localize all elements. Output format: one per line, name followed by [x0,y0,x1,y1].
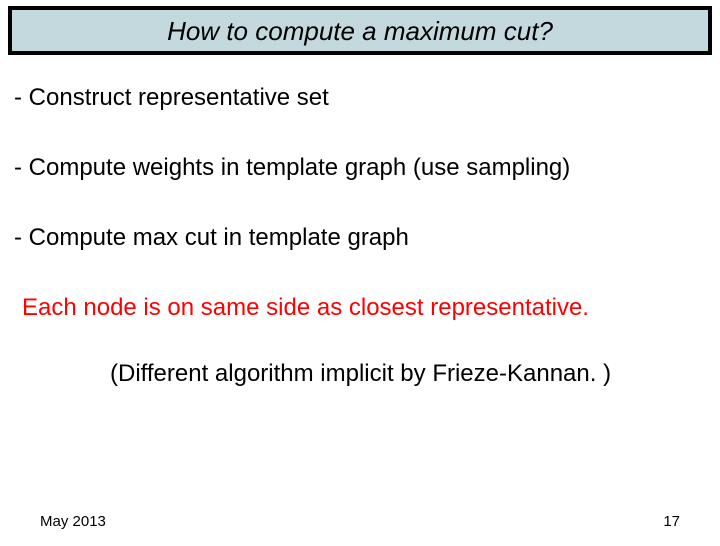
slide-title: How to compute a maximum cut? [12,16,708,47]
bullet-item: - Construct representative set [14,83,706,113]
slide-content: - Construct representative set - Compute… [0,55,720,389]
footer-page-number: 17 [663,513,680,530]
slide-footer: May 2013 17 [0,513,720,530]
highlight-text: Each node is on same side as closest rep… [22,293,706,323]
title-bar: How to compute a maximum cut? [8,6,712,55]
footer-date: May 2013 [40,513,106,530]
note-text: (Different algorithm implicit by Frieze-… [110,359,706,389]
bullet-item: - Compute max cut in template graph [14,223,706,253]
bullet-item: - Compute weights in template graph (use… [14,153,706,183]
